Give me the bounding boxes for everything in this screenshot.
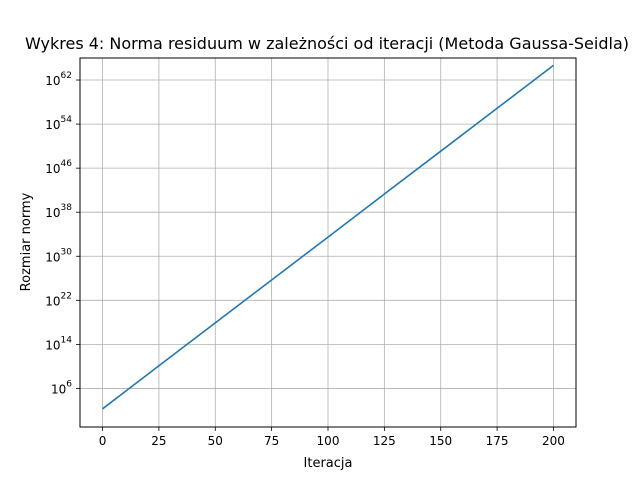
y-tick-base: 10 (45, 162, 60, 176)
y-tick-exponent: 38 (61, 203, 73, 213)
ticks: 0 25 50 75 100 125 150 175 200106101410221030103… (45, 71, 565, 448)
y-tick-base: 10 (51, 382, 66, 396)
y-tick-label: 1022 (45, 291, 72, 308)
y-tick-label: 1062 (45, 71, 72, 88)
y-axis-label: Rozmiar normy (19, 192, 34, 291)
y-tick-exponent: 30 (61, 247, 73, 257)
y-tick-exponent: 46 (61, 159, 73, 169)
y-tick-label: 1038 (45, 203, 72, 220)
grid (80, 58, 576, 427)
y-tick-base: 10 (45, 206, 60, 220)
x-axis-label: Iteracja (304, 456, 353, 471)
x-tick-label: 200 (542, 434, 565, 448)
y-tick-base: 10 (45, 338, 60, 352)
x-tick-label: 0 (99, 434, 107, 448)
x-tick-label: 75 (264, 434, 279, 448)
x-tick-label: 25 (151, 434, 166, 448)
y-tick-label: 1046 (45, 159, 72, 176)
y-tick-base: 10 (45, 118, 60, 132)
series-line-0 (102, 64, 554, 410)
y-tick-exponent: 6 (66, 379, 72, 389)
y-tick-label: 1014 (45, 335, 72, 352)
y-tick-exponent: 22 (61, 291, 72, 301)
y-tick-label: 1030 (45, 247, 72, 264)
series-layer (102, 64, 554, 410)
y-tick-label: 106 (51, 379, 72, 396)
y-tick-base: 10 (45, 250, 60, 264)
y-tick-exponent: 54 (61, 115, 73, 125)
y-tick-base: 10 (45, 74, 60, 88)
y-tick-exponent: 14 (61, 335, 73, 345)
x-tick-label: 150 (429, 434, 452, 448)
chart-title: Wykres 4: Norma residuum w zależności od… (25, 34, 629, 53)
x-tick-label: 100 (317, 434, 340, 448)
y-tick-label: 1054 (45, 115, 72, 132)
x-tick-label: 50 (208, 434, 223, 448)
y-tick-base: 10 (45, 294, 60, 308)
x-tick-label: 125 (373, 434, 396, 448)
y-tick-exponent: 62 (61, 71, 72, 81)
x-tick-label: 175 (486, 434, 509, 448)
